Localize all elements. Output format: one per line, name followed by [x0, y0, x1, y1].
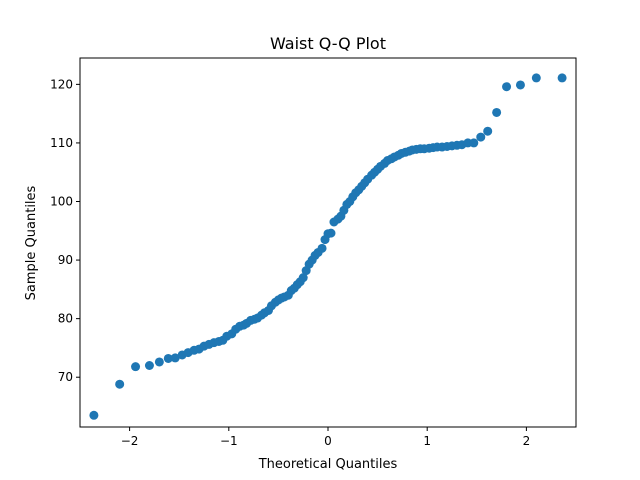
- data-point: [154, 357, 164, 367]
- y-axis: 70 80 90 100 110 120: [50, 77, 80, 384]
- x-tick-label: 2: [523, 434, 531, 448]
- data-point: [163, 353, 173, 363]
- y-axis-label: Sample Quantiles: [24, 185, 39, 300]
- x-axis: −2 −1 0 1 2: [121, 427, 530, 448]
- data-point: [502, 82, 512, 92]
- chart-title: Waist Q-Q Plot: [270, 34, 386, 53]
- data-point: [89, 410, 99, 420]
- y-tick-label: 100: [50, 195, 73, 209]
- x-tick-label: 0: [324, 434, 332, 448]
- data-point: [557, 73, 567, 83]
- data-point: [326, 228, 336, 238]
- data-point: [317, 243, 327, 253]
- data-point: [144, 361, 154, 370]
- data-point: [469, 138, 479, 148]
- data-point: [131, 362, 141, 372]
- data-point: [515, 80, 525, 90]
- x-tick-label: −2: [121, 434, 139, 448]
- y-tick-label: 120: [50, 77, 73, 91]
- x-tick-label: 1: [423, 434, 431, 448]
- data-point: [492, 107, 502, 117]
- data-point: [170, 353, 180, 363]
- y-tick-label: 90: [58, 253, 73, 267]
- data-point: [531, 73, 541, 83]
- x-axis-label: Theoretical Quantiles: [258, 457, 398, 472]
- data-point: [298, 273, 308, 283]
- y-tick-label: 80: [58, 312, 73, 326]
- x-tick-label: −1: [220, 434, 238, 448]
- y-tick-label: 70: [58, 370, 73, 384]
- data-point: [115, 379, 125, 389]
- y-tick-label: 110: [50, 136, 73, 150]
- data-points: [89, 73, 567, 420]
- data-point: [483, 126, 493, 136]
- data-point: [476, 132, 486, 142]
